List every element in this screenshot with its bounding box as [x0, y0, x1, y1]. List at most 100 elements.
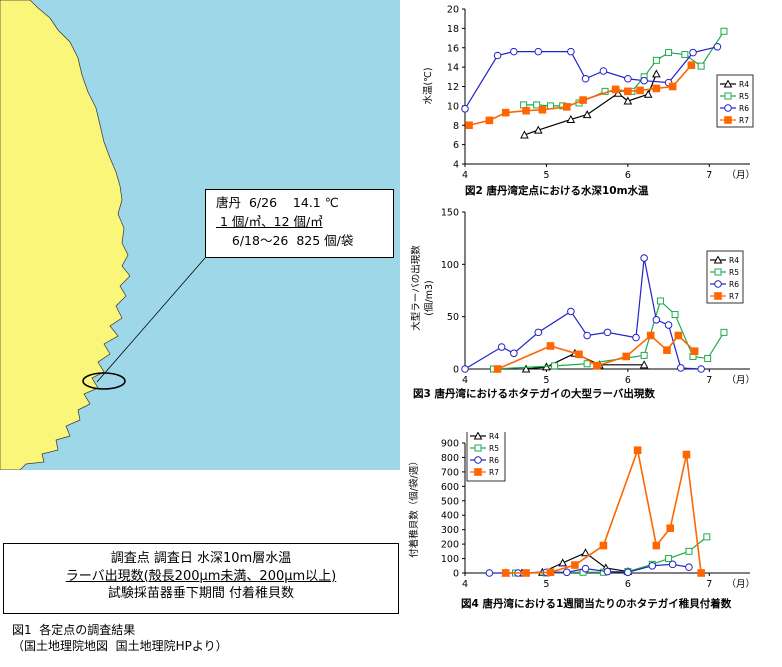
y-tick-label: 800 — [441, 453, 459, 464]
data-point-R7 — [546, 568, 555, 577]
data-point-R6 — [510, 47, 518, 56]
data-point-R7 — [546, 342, 555, 350]
legend-label-R4: R4 — [729, 256, 739, 265]
data-point-R7 — [501, 569, 510, 577]
data-point-R6 — [562, 568, 571, 577]
data-point-R7 — [575, 350, 583, 359]
legend-marker-R7 — [474, 468, 482, 476]
data-point-R6 — [493, 51, 502, 60]
y-tick-label: 16 — [447, 43, 459, 54]
data-point-R6 — [581, 74, 590, 83]
data-point-R6 — [676, 364, 685, 372]
x-unit-label: （月） — [726, 578, 755, 590]
legend-label-R7: R7 — [739, 116, 749, 125]
data-point-R7 — [668, 82, 677, 91]
x-tick-label: 5 — [543, 579, 549, 590]
data-point-R6 — [599, 67, 608, 75]
data-point-R4 — [581, 548, 590, 557]
data-point-R5 — [652, 56, 660, 64]
y-tick-label: 0 — [453, 365, 459, 376]
legend-label-R6: R6 — [729, 280, 739, 289]
x-tick-label: 4 — [462, 170, 468, 181]
data-point-R7 — [624, 87, 632, 96]
callout-leader-line — [96, 257, 206, 383]
data-point-R6 — [652, 316, 661, 324]
x-tick-label: 7 — [706, 375, 712, 386]
legend-label-R7: R7 — [489, 468, 499, 477]
data-point-R6 — [689, 48, 697, 57]
data-point-R5 — [533, 101, 541, 109]
y-tick-label: 900 — [441, 439, 459, 450]
land-area — [0, 0, 131, 470]
data-point-R6 — [567, 307, 575, 316]
data-point-R7 — [682, 450, 691, 459]
y-axis-label: 大型ラーバの出現数 — [410, 245, 422, 331]
legend-marker-R7 — [724, 116, 732, 124]
y-tick-label: 700 — [441, 467, 459, 478]
y-tick-label: 14 — [447, 63, 459, 74]
data-point-R4 — [582, 110, 592, 119]
callout-line-3: 6/18～26 825 個/袋 — [216, 233, 354, 248]
data-point-R6 — [632, 333, 640, 342]
data-point-R6 — [668, 560, 677, 569]
data-point-R6 — [583, 331, 591, 340]
chart-spat-settlement: 0 100 200 300 400 500 600 700 800 900 4 5 6 7 （月） 付着稚貝数… — [408, 432, 755, 610]
legend-box: 調査点 調査日 水深10m層水温 ラーバ出現数(殻長200μm未満、200μm以… — [3, 543, 399, 614]
y-tick-label: 100 — [441, 554, 459, 565]
data-point-R6 — [685, 563, 693, 572]
data-point-R7 — [646, 331, 655, 340]
chart-larvae-count: 0 50 100 150 4 5 6 7 （月） 大型ラーバの出現数 (個/m3) 図3 唐丹湾におけ… — [410, 208, 755, 401]
x-tick-label: 4 — [462, 375, 468, 386]
x-tick-label: 6 — [625, 579, 631, 590]
data-point-R4 — [558, 558, 568, 567]
legend-label-R6: R6 — [489, 456, 499, 465]
data-point-R6 — [461, 104, 469, 113]
chart-caption: 図4 唐丹湾における1週間当たりのホタテガイ稚貝付着数 — [461, 597, 732, 610]
data-point-R7 — [465, 121, 473, 130]
data-point-R5 — [671, 311, 679, 319]
data-point-R5 — [720, 27, 728, 35]
data-point-R4 — [521, 364, 531, 373]
x-tick-label: 5 — [543, 375, 549, 386]
callout-line-2: 1 個/㎥、12 個/㎥ — [216, 214, 323, 229]
data-point-R6 — [713, 42, 722, 51]
data-point-R6 — [697, 365, 705, 373]
x-tick-label: 7 — [706, 579, 712, 590]
legend-marker-R7 — [714, 292, 722, 300]
data-point-R6 — [664, 321, 673, 329]
y-tick-label: 400 — [441, 511, 459, 522]
series-line-R7 — [505, 447, 702, 574]
data-point-R7 — [663, 346, 671, 354]
legend-label-R6: R6 — [739, 104, 749, 113]
figure-1-title: 図1 各定点の調査結果 — [12, 623, 136, 637]
data-point-R7 — [599, 541, 608, 550]
data-point-R4 — [639, 360, 649, 369]
data-point-R6 — [567, 47, 575, 56]
data-point-R5 — [681, 51, 689, 59]
data-point-R7 — [652, 541, 661, 550]
data-point-R6 — [640, 254, 648, 262]
y-tick-label: 10 — [447, 101, 459, 112]
y-tick-label: 18 — [447, 24, 459, 35]
data-point-R5 — [640, 351, 648, 359]
data-point-R6 — [603, 567, 612, 576]
data-point-R5 — [703, 533, 711, 541]
series-line-R4 — [524, 73, 657, 136]
data-point-R6 — [640, 76, 648, 85]
data-point-R6 — [534, 47, 543, 56]
legend-box-line-3: 試験採苗器垂下期間 付着稚貝数 — [107, 586, 295, 601]
data-point-R4 — [533, 125, 543, 134]
y-axis-label: 付着稚貝数（個/袋/週） — [408, 456, 420, 557]
legend-marker-R5 — [724, 92, 732, 100]
data-point-R5 — [665, 555, 673, 563]
y-tick-label: 4 — [453, 160, 459, 171]
data-point-R6 — [534, 328, 543, 337]
x-tick-label: 6 — [625, 375, 631, 386]
data-point-R7 — [579, 96, 587, 104]
data-point-R7 — [622, 352, 631, 361]
x-tick-label: 5 — [543, 170, 549, 181]
data-point-R4 — [623, 96, 633, 105]
callout-box: 唐丹 6/26 14.1 ℃ 1 個/㎥、12 個/㎥ 6/18～26 825 … — [205, 189, 394, 258]
y-tick-label: 6 — [453, 140, 459, 151]
data-point-R7 — [538, 105, 547, 114]
